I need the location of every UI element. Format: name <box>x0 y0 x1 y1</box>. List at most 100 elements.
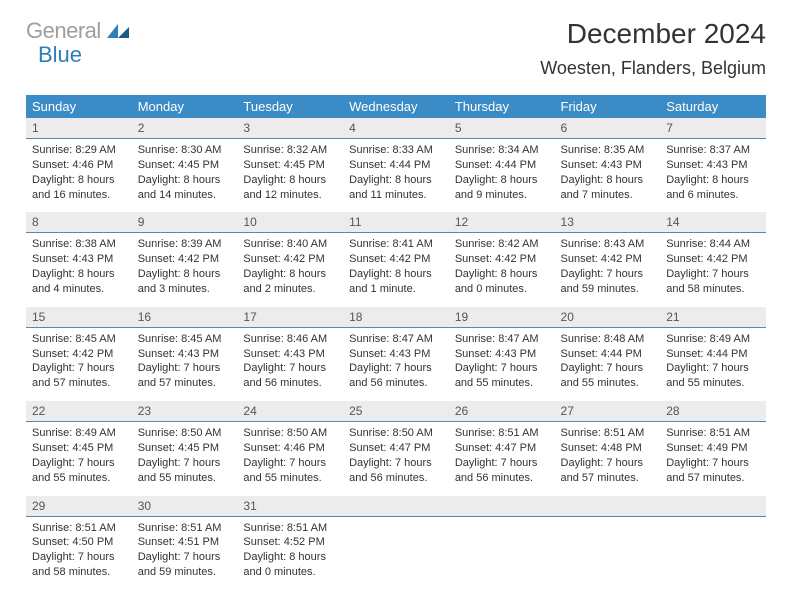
sunset-text: Sunset: 4:42 PM <box>32 347 126 362</box>
week-content-row: Sunrise: 8:29 AMSunset: 4:46 PMDaylight:… <box>26 139 766 213</box>
day-number-cell: 8 <box>26 212 132 233</box>
day-cell: Sunrise: 8:50 AMSunset: 4:46 PMDaylight:… <box>237 422 343 496</box>
day-header-sat: Saturday <box>660 95 766 118</box>
sunrise-text: Sunrise: 8:51 AM <box>32 521 126 536</box>
day-number-cell: 4 <box>343 118 449 139</box>
sunrise-text: Sunrise: 8:33 AM <box>349 143 443 158</box>
day-number-cell: 14 <box>660 212 766 233</box>
sunset-text: Sunset: 4:43 PM <box>243 347 337 362</box>
sunrise-text: Sunrise: 8:34 AM <box>455 143 549 158</box>
daylight-text: Daylight: 8 hours and 14 minutes. <box>138 173 232 203</box>
daylight-text: Daylight: 8 hours and 4 minutes. <box>32 267 126 297</box>
sunrise-text: Sunrise: 8:40 AM <box>243 237 337 252</box>
day-cell: Sunrise: 8:50 AMSunset: 4:45 PMDaylight:… <box>132 422 238 496</box>
day-cell: Sunrise: 8:42 AMSunset: 4:42 PMDaylight:… <box>449 233 555 307</box>
day-number-cell: 16 <box>132 307 238 328</box>
sunrise-text: Sunrise: 8:48 AM <box>561 332 655 347</box>
day-cell: Sunrise: 8:39 AMSunset: 4:42 PMDaylight:… <box>132 233 238 307</box>
daylight-text: Daylight: 7 hours and 58 minutes. <box>666 267 760 297</box>
day-cell: Sunrise: 8:37 AMSunset: 4:43 PMDaylight:… <box>660 139 766 213</box>
sunrise-text: Sunrise: 8:47 AM <box>455 332 549 347</box>
location-text: Woesten, Flanders, Belgium <box>540 58 766 79</box>
day-cell <box>555 516 661 590</box>
day-number-cell: 17 <box>237 307 343 328</box>
sunset-text: Sunset: 4:43 PM <box>32 252 126 267</box>
daylight-text: Daylight: 7 hours and 55 minutes. <box>243 456 337 486</box>
daylight-text: Daylight: 8 hours and 2 minutes. <box>243 267 337 297</box>
day-header-sun: Sunday <box>26 95 132 118</box>
day-number-cell: 18 <box>343 307 449 328</box>
daylight-text: Daylight: 7 hours and 59 minutes. <box>561 267 655 297</box>
day-cell: Sunrise: 8:38 AMSunset: 4:43 PMDaylight:… <box>26 233 132 307</box>
day-number-row: 1234567 <box>26 118 766 139</box>
daylight-text: Daylight: 7 hours and 57 minutes. <box>32 361 126 391</box>
logo: General Blue <box>26 18 129 68</box>
day-number-row: 891011121314 <box>26 212 766 233</box>
sunset-text: Sunset: 4:50 PM <box>32 535 126 550</box>
sunrise-text: Sunrise: 8:44 AM <box>666 237 760 252</box>
sunset-text: Sunset: 4:45 PM <box>243 158 337 173</box>
day-cell: Sunrise: 8:32 AMSunset: 4:45 PMDaylight:… <box>237 139 343 213</box>
day-cell: Sunrise: 8:46 AMSunset: 4:43 PMDaylight:… <box>237 327 343 401</box>
day-number-cell: 15 <box>26 307 132 328</box>
day-number-row: 15161718192021 <box>26 307 766 328</box>
day-cell: Sunrise: 8:51 AMSunset: 4:51 PMDaylight:… <box>132 516 238 590</box>
sunset-text: Sunset: 4:49 PM <box>666 441 760 456</box>
page-header: General Blue December 2024 Woesten, Flan… <box>26 18 766 79</box>
sunrise-text: Sunrise: 8:38 AM <box>32 237 126 252</box>
sunset-text: Sunset: 4:46 PM <box>243 441 337 456</box>
day-number-cell: 20 <box>555 307 661 328</box>
daylight-text: Daylight: 7 hours and 55 minutes. <box>561 361 655 391</box>
day-cell: Sunrise: 8:40 AMSunset: 4:42 PMDaylight:… <box>237 233 343 307</box>
sunrise-text: Sunrise: 8:51 AM <box>243 521 337 536</box>
sunset-text: Sunset: 4:45 PM <box>138 158 232 173</box>
sunset-text: Sunset: 4:42 PM <box>138 252 232 267</box>
day-cell: Sunrise: 8:51 AMSunset: 4:48 PMDaylight:… <box>555 422 661 496</box>
day-cell: Sunrise: 8:51 AMSunset: 4:47 PMDaylight:… <box>449 422 555 496</box>
sunrise-text: Sunrise: 8:32 AM <box>243 143 337 158</box>
day-number-cell: 28 <box>660 401 766 422</box>
sunset-text: Sunset: 4:42 PM <box>455 252 549 267</box>
sunrise-text: Sunrise: 8:51 AM <box>666 426 760 441</box>
day-number-cell: 31 <box>237 496 343 517</box>
sunrise-text: Sunrise: 8:37 AM <box>666 143 760 158</box>
sunrise-text: Sunrise: 8:45 AM <box>32 332 126 347</box>
day-cell: Sunrise: 8:35 AMSunset: 4:43 PMDaylight:… <box>555 139 661 213</box>
sunrise-text: Sunrise: 8:30 AM <box>138 143 232 158</box>
sunrise-text: Sunrise: 8:45 AM <box>138 332 232 347</box>
day-cell: Sunrise: 8:51 AMSunset: 4:52 PMDaylight:… <box>237 516 343 590</box>
day-header-wed: Wednesday <box>343 95 449 118</box>
logo-text-blue: Blue <box>38 42 129 68</box>
day-number-cell: 7 <box>660 118 766 139</box>
sunrise-text: Sunrise: 8:51 AM <box>561 426 655 441</box>
sunset-text: Sunset: 4:51 PM <box>138 535 232 550</box>
day-number-cell <box>343 496 449 517</box>
day-number-cell: 9 <box>132 212 238 233</box>
daylight-text: Daylight: 8 hours and 3 minutes. <box>138 267 232 297</box>
sunset-text: Sunset: 4:45 PM <box>138 441 232 456</box>
sunrise-text: Sunrise: 8:43 AM <box>561 237 655 252</box>
sunrise-text: Sunrise: 8:42 AM <box>455 237 549 252</box>
day-cell: Sunrise: 8:45 AMSunset: 4:42 PMDaylight:… <box>26 327 132 401</box>
sunset-text: Sunset: 4:47 PM <box>349 441 443 456</box>
sunrise-text: Sunrise: 8:29 AM <box>32 143 126 158</box>
week-content-row: Sunrise: 8:51 AMSunset: 4:50 PMDaylight:… <box>26 516 766 590</box>
day-header-row: Sunday Monday Tuesday Wednesday Thursday… <box>26 95 766 118</box>
sunrise-text: Sunrise: 8:41 AM <box>349 237 443 252</box>
sunset-text: Sunset: 4:47 PM <box>455 441 549 456</box>
day-number-cell: 25 <box>343 401 449 422</box>
day-cell: Sunrise: 8:44 AMSunset: 4:42 PMDaylight:… <box>660 233 766 307</box>
day-number-cell: 19 <box>449 307 555 328</box>
daylight-text: Daylight: 7 hours and 55 minutes. <box>455 361 549 391</box>
daylight-text: Daylight: 7 hours and 59 minutes. <box>138 550 232 580</box>
daylight-text: Daylight: 8 hours and 7 minutes. <box>561 173 655 203</box>
day-cell: Sunrise: 8:47 AMSunset: 4:43 PMDaylight:… <box>449 327 555 401</box>
day-number-cell: 21 <box>660 307 766 328</box>
day-number-cell: 30 <box>132 496 238 517</box>
sunset-text: Sunset: 4:43 PM <box>349 347 443 362</box>
day-header-thu: Thursday <box>449 95 555 118</box>
day-cell: Sunrise: 8:41 AMSunset: 4:42 PMDaylight:… <box>343 233 449 307</box>
daylight-text: Daylight: 8 hours and 16 minutes. <box>32 173 126 203</box>
daylight-text: Daylight: 8 hours and 11 minutes. <box>349 173 443 203</box>
daylight-text: Daylight: 8 hours and 0 minutes. <box>243 550 337 580</box>
